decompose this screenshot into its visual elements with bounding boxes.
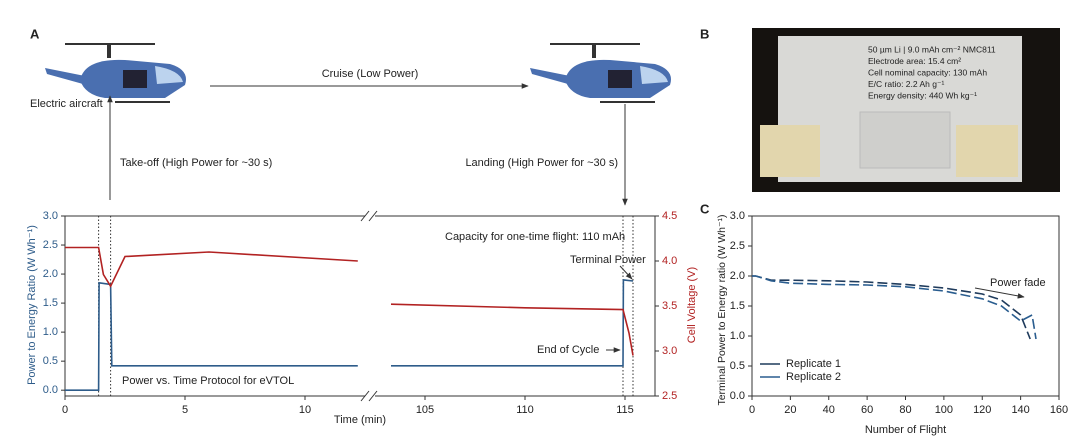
x-tick-label: 20 <box>784 404 796 416</box>
panel-label: C <box>700 201 710 216</box>
axis-break <box>360 390 370 402</box>
x-tick-label: 120 <box>973 404 991 416</box>
y-tick-label: 3.0 <box>43 210 58 222</box>
aircraft-icon <box>530 43 671 103</box>
y-tick-label: 0.0 <box>730 390 745 402</box>
aircraft-icon <box>45 43 186 103</box>
annotation: End of Cycle <box>537 344 599 356</box>
x-tick-label: 80 <box>899 404 911 416</box>
x-tick-label: 40 <box>823 404 835 416</box>
annotation-arrow <box>619 265 633 280</box>
y-tick-label: 2.5 <box>730 240 745 252</box>
y-tick-label: 2.0 <box>43 268 58 280</box>
y-tick-label: 0.0 <box>43 384 58 396</box>
data-line <box>65 246 634 356</box>
x-tick-label: 0 <box>749 404 755 416</box>
data-line <box>65 279 634 391</box>
photo-text: Electrode area: 15.4 cm² <box>868 56 961 66</box>
y-tick-label: 1.0 <box>43 326 58 338</box>
axis-break <box>368 210 378 222</box>
y2-tick-label: 3.0 <box>662 345 677 357</box>
x-tick-label: 140 <box>1011 404 1029 416</box>
x-tick-label: 10 <box>299 404 311 416</box>
y2-tick-label: 4.0 <box>662 255 677 267</box>
panel-label: A <box>30 26 40 41</box>
photo-text: E/C ratio: 2.2 Ah g⁻¹ <box>868 79 944 89</box>
axis-break <box>368 390 378 402</box>
x-tick-label: 110 <box>516 404 534 416</box>
x-tick-label: 5 <box>182 404 188 416</box>
legend-label: Replicate 2 <box>786 371 841 383</box>
x-tick-label: 160 <box>1050 404 1068 416</box>
x-axis-label: Number of Flight <box>865 424 946 436</box>
data-line <box>752 275 1031 340</box>
panel-label: B <box>700 26 709 41</box>
y-tick-label: 1.5 <box>43 297 58 309</box>
annotation: Power fade <box>990 277 1046 289</box>
y-tick-label: 2.5 <box>43 239 58 251</box>
annotation: Terminal Power <box>570 254 646 266</box>
y-tick-label: 1.5 <box>730 300 745 312</box>
legend-label: Replicate 1 <box>786 358 841 370</box>
x-tick-label: 100 <box>935 404 953 416</box>
y-tick-label: 0.5 <box>730 360 745 372</box>
diagram-label: Electric aircraft <box>30 98 103 110</box>
y2-axis-label: Cell Voltage (V) <box>686 267 698 343</box>
annotation-arrow <box>974 287 1025 299</box>
y2-tick-label: 2.5 <box>662 390 677 402</box>
diagram-label: Take-off (High Power for ~30 s) <box>120 157 272 169</box>
photo-text: Cell nominal capacity: 130 mAh <box>868 67 987 77</box>
cell-photo <box>752 28 1060 192</box>
x-tick-label: 115 <box>616 404 634 416</box>
x-tick-label: 60 <box>861 404 873 416</box>
x-axis-label: Time (min) <box>334 414 386 426</box>
y2-tick-label: 4.5 <box>662 210 677 222</box>
y-tick-label: 3.0 <box>730 210 745 222</box>
data-line <box>752 275 1037 340</box>
x-tick-label: 0 <box>62 404 68 416</box>
y-axis-label: Power to Energy Ratio (W Wh⁻¹) <box>26 225 38 385</box>
y-tick-label: 1.0 <box>730 330 745 342</box>
annotation: Power vs. Time Protocol for eVTOL <box>122 375 294 387</box>
diagram-label: Cruise (Low Power) <box>322 68 419 80</box>
photo-text: 50 µm Li | 9.0 mAh cm⁻² NMC811 <box>868 44 996 54</box>
y-axis-label: Terminal Power to Energy ratio (W Wh⁻¹) <box>716 214 728 405</box>
x-tick-label: 105 <box>416 404 434 416</box>
axis-break <box>360 210 370 222</box>
annotation: Capacity for one-time flight: 110 mAh <box>445 231 625 243</box>
diagram-label: Landing (High Power for ~30 s) <box>465 157 618 169</box>
y-tick-label: 2.0 <box>730 270 745 282</box>
y-tick-label: 0.5 <box>43 355 58 367</box>
photo-text: Energy density: 440 Wh kg⁻¹ <box>868 90 977 100</box>
y2-tick-label: 3.5 <box>662 300 677 312</box>
